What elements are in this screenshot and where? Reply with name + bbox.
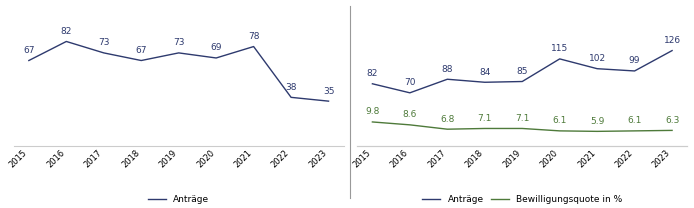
Text: 38: 38: [285, 83, 297, 92]
Text: 126: 126: [663, 36, 681, 45]
Text: 78: 78: [248, 32, 260, 41]
Text: 82: 82: [60, 27, 72, 36]
Text: 84: 84: [479, 68, 491, 77]
Legend: Anträge: Anträge: [144, 191, 213, 207]
Text: 7.1: 7.1: [515, 114, 530, 123]
Text: 8.6: 8.6: [403, 110, 417, 119]
Text: 70: 70: [404, 78, 416, 87]
Text: 6.1: 6.1: [552, 116, 567, 125]
Text: 6.1: 6.1: [627, 116, 642, 125]
Text: 82: 82: [366, 69, 378, 78]
Text: 99: 99: [629, 56, 641, 65]
Text: 69: 69: [210, 43, 222, 52]
Text: 115: 115: [551, 44, 568, 53]
Text: 67: 67: [23, 46, 35, 55]
Legend: Anträge, Bewilligungsquote in %: Anträge, Bewilligungsquote in %: [418, 191, 626, 207]
Text: 85: 85: [516, 67, 528, 76]
Text: 9.8: 9.8: [365, 107, 380, 116]
Text: 67: 67: [135, 46, 147, 55]
Text: 102: 102: [589, 54, 606, 63]
Text: 6.3: 6.3: [665, 116, 679, 125]
Text: 5.9: 5.9: [590, 117, 604, 126]
Text: 7.1: 7.1: [477, 114, 492, 123]
Text: 73: 73: [98, 38, 110, 47]
Text: 88: 88: [441, 65, 453, 74]
Text: 73: 73: [173, 38, 185, 47]
Text: 6.8: 6.8: [440, 115, 455, 124]
Text: 35: 35: [323, 87, 335, 96]
